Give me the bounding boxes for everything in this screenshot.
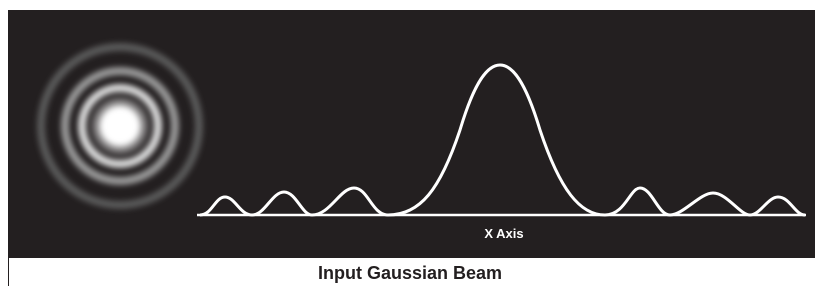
- page: X Axis Input Gaussian Beam (() => { cons…: [0, 0, 823, 286]
- figure: X Axis Input Gaussian Beam: [0, 0, 823, 286]
- axis-label: X Axis: [484, 226, 523, 241]
- caption: Input Gaussian Beam: [318, 263, 502, 283]
- beam-rings: [41, 47, 199, 205]
- core: [103, 109, 137, 143]
